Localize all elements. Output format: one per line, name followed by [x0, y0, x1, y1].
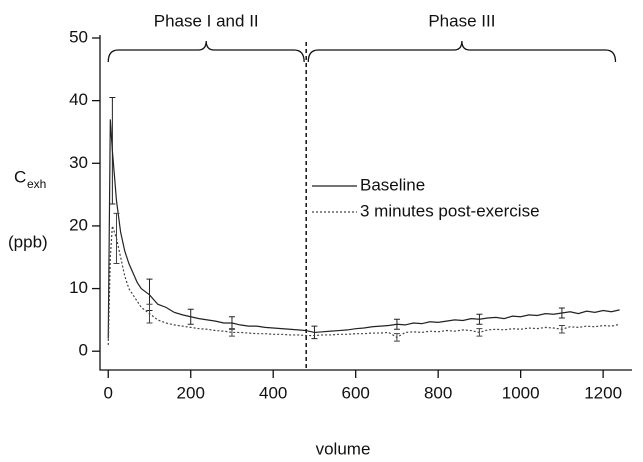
error-bar [311, 325, 318, 340]
x-axis-label: volume [316, 439, 371, 458]
phase-label: Phase I and II [154, 11, 259, 30]
y-tick-label: 20 [69, 215, 88, 234]
error-bar [393, 318, 400, 330]
x-tick-label: 600 [342, 383, 370, 402]
error-bar [113, 212, 120, 265]
y-tick-label: 10 [69, 278, 88, 297]
error-bar [476, 313, 483, 325]
x-tick-label: 200 [177, 383, 205, 402]
error-bar [228, 328, 235, 337]
error-bar [558, 325, 565, 334]
error-bar [146, 303, 153, 324]
x-tick-label: 800 [424, 383, 452, 402]
y-axis-unit: (ppb) [8, 232, 48, 251]
phase-brace [107, 40, 305, 63]
error-bar [187, 308, 194, 325]
legend-label: 3 minutes post-exercise [360, 201, 540, 220]
x-tick-label: 1000 [502, 383, 540, 402]
y-axis-label: C [14, 167, 26, 186]
y-tick-label: 0 [79, 341, 88, 360]
x-tick-label: 0 [104, 383, 113, 402]
error-bar [558, 307, 565, 319]
phase-brace [307, 40, 617, 63]
error-bar [476, 328, 483, 337]
y-axis-label-sub: exh [27, 177, 46, 191]
axes [99, 35, 632, 371]
legend-label: Baseline [360, 175, 425, 194]
series-line [107, 225, 620, 345]
y-tick-label: 50 [69, 27, 88, 46]
x-tick-label: 400 [259, 383, 287, 402]
error-bar [393, 333, 400, 342]
x-tick-label: 1200 [584, 383, 622, 402]
series-line [107, 119, 620, 339]
error-bar [109, 97, 116, 205]
y-tick-label: 30 [69, 153, 88, 172]
y-tick-label: 40 [69, 90, 88, 109]
phase-label: Phase III [428, 11, 495, 30]
